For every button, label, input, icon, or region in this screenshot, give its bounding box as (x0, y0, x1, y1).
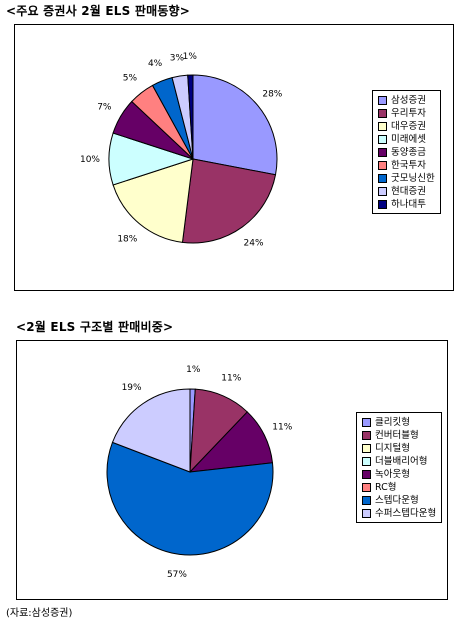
chart2-legend-label-0: 클리킷형 (375, 416, 410, 429)
chart2-legend-swatch-3 (362, 457, 371, 466)
chart2-data-label-6: 57% (167, 570, 187, 580)
chart2-legend-item-3: 더블배리어형 (362, 455, 436, 468)
chart2-legend-label-5: RC형 (375, 481, 397, 494)
chart2-legend-swatch-4 (362, 470, 371, 479)
chart2-data-label-7: 19% (122, 383, 142, 393)
chart2-legend: 클리킷형 컨버터블형 디지털형 더블배리어형 녹아웃형 RC형 스텝다운형 수퍼스텝다운형 (356, 412, 442, 523)
chart2-legend-swatch-7 (362, 509, 371, 518)
chart2-legend-item-4: 녹아웃형 (362, 468, 436, 481)
chart2-legend-label-3: 더블배리어형 (375, 455, 427, 468)
chart2-legend-label-6: 스텝다운형 (375, 494, 419, 507)
chart2-data-label-0: 1% (186, 365, 201, 375)
chart2-legend-item-1: 컨버터블형 (362, 429, 436, 442)
chart2-legend-item-6: 스텝다운형 (362, 494, 436, 507)
chart2-data-label-1: 11% (221, 374, 241, 384)
chart2-legend-swatch-2 (362, 444, 371, 453)
chart2-legend-swatch-1 (362, 431, 371, 440)
chart2-legend-item-7: 수퍼스텝다운형 (362, 507, 436, 520)
chart2-legend-swatch-0 (362, 418, 371, 427)
chart2-legend-swatch-6 (362, 496, 371, 505)
source-note: (자료:삼성증권) (6, 604, 72, 619)
chart2-legend-label-1: 컨버터블형 (375, 429, 419, 442)
chart2-legend-item-5: RC형 (362, 481, 436, 494)
chart2-legend-label-2: 디지털형 (375, 442, 410, 455)
chart2-data-label-4: 11% (272, 422, 292, 432)
chart2-legend-label-7: 수퍼스텝다운형 (375, 507, 436, 520)
chart2-legend-item-0: 클리킷형 (362, 416, 436, 429)
chart2-legend-item-2: 디지털형 (362, 442, 436, 455)
chart2-legend-label-4: 녹아웃형 (375, 468, 410, 481)
chart2-legend-swatch-5 (362, 483, 371, 492)
